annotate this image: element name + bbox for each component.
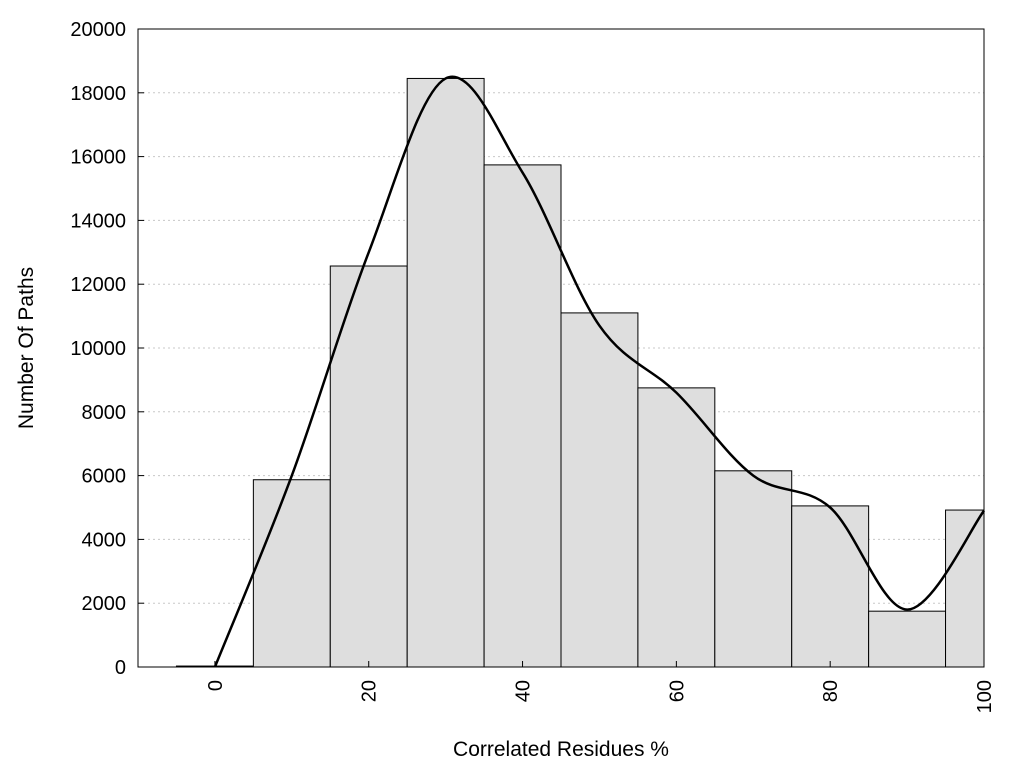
y-tick-label: 8000 — [82, 402, 127, 424]
x-tick-label: 60 — [666, 680, 688, 702]
x-tick-label: 100 — [974, 680, 996, 713]
x-tick-label: 0 — [205, 680, 227, 691]
density-curve — [213, 75, 985, 668]
x-tick-label: 20 — [359, 680, 381, 702]
x-axis-label: Correlated Residues % — [453, 738, 669, 761]
y-tick-label: 14000 — [70, 210, 126, 232]
y-tick-label: 2000 — [82, 593, 127, 615]
histogram-bar — [868, 610, 947, 668]
y-tick-label: 0 — [115, 657, 126, 679]
y-tick-label: 20000 — [70, 19, 126, 41]
y-tick-label: 12000 — [70, 274, 126, 296]
histogram-bar — [406, 77, 485, 668]
y-tick-label: 18000 — [70, 83, 126, 105]
y-axis-label: Number Of Paths — [15, 267, 38, 429]
x-tick-label: 40 — [513, 680, 535, 702]
histogram-bar — [637, 387, 716, 668]
y-axis-ticks: 0 2000 4000 6000 8000 10000 12000 14000 16000 180… — [70, 19, 144, 679]
y-tick-label: 6000 — [82, 466, 127, 488]
x-axis-ticks: 0 20 40 60 80 100 — [205, 661, 996, 713]
histogram-bars — [175, 77, 985, 668]
y-tick-label: 4000 — [82, 529, 127, 551]
histogram-bar — [483, 164, 562, 668]
y-tick-label: 16000 — [70, 147, 126, 169]
histogram-bar — [945, 509, 985, 668]
y-tick-label: 10000 — [70, 338, 126, 360]
histogram-bar — [714, 470, 793, 668]
histogram-bar — [791, 505, 870, 668]
histogram-bar — [560, 312, 639, 668]
x-tick-label: 80 — [820, 680, 842, 702]
histogram-bar — [252, 479, 331, 668]
